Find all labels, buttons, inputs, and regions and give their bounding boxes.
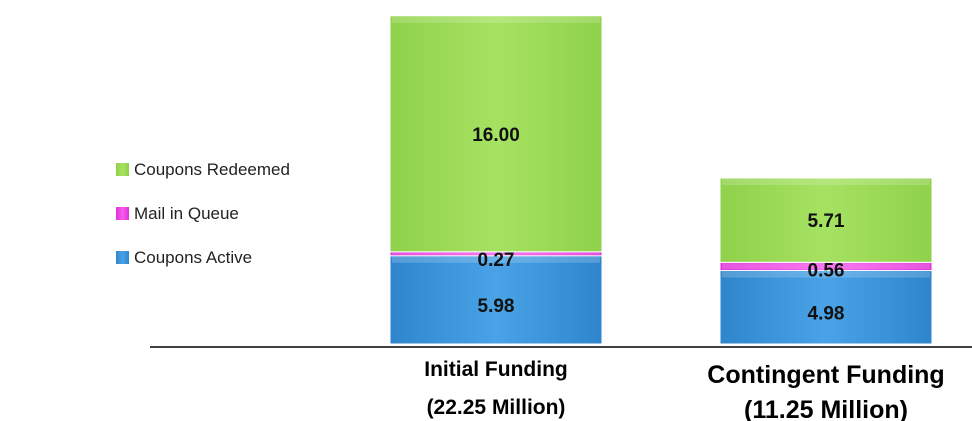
data-label-coupons-redeemed: 16.00 — [472, 125, 520, 146]
bar-highlight — [722, 179, 930, 186]
data-label-coupons-redeemed: 5.71 — [808, 211, 845, 232]
legend-swatch-mail-in-queue — [116, 207, 129, 220]
bar-segment-coupons-active — [719, 270, 933, 345]
bar-highlight — [392, 252, 600, 255]
bars: 5.98 0.27 16.00 4.98 0.56 5.71 — [389, 15, 933, 345]
category-label: Initial Funding — [424, 358, 567, 381]
legend-label-coupons-active: Coupons Active — [134, 248, 252, 267]
data-label-mail-in-queue: 0.56 — [808, 260, 845, 281]
bar-highlight — [722, 263, 930, 270]
data-label-coupons-active: 4.98 — [808, 303, 845, 324]
legend-swatch-coupons-active — [116, 251, 129, 264]
category-labels: Initial Funding (22.25 Million) Contingent… — [424, 358, 944, 421]
data-label-mail-in-queue: 0.27 — [478, 250, 515, 271]
legend: Coupons Redeemed Mail in Queue Coupons Act… — [116, 160, 290, 267]
bar-highlight — [392, 256, 600, 263]
category-label: Contingent Funding — [707, 361, 944, 389]
bar-highlight — [392, 16, 600, 23]
bar-segment-coupons-active — [389, 255, 603, 345]
data-label-coupons-active: 5.98 — [478, 296, 515, 317]
legend-label-coupons-redeemed: Coupons Redeemed — [134, 160, 290, 179]
bar-segment-coupons-redeemed — [389, 15, 603, 253]
legend-swatch-coupons-redeemed — [116, 163, 129, 176]
category-label: (11.25 Million) — [744, 396, 908, 421]
bar-segment-coupons-redeemed — [719, 177, 933, 263]
legend-label-mail-in-queue: Mail in Queue — [134, 204, 239, 223]
category-label: (22.25 Million) — [427, 396, 566, 419]
bar-highlight — [722, 271, 930, 278]
